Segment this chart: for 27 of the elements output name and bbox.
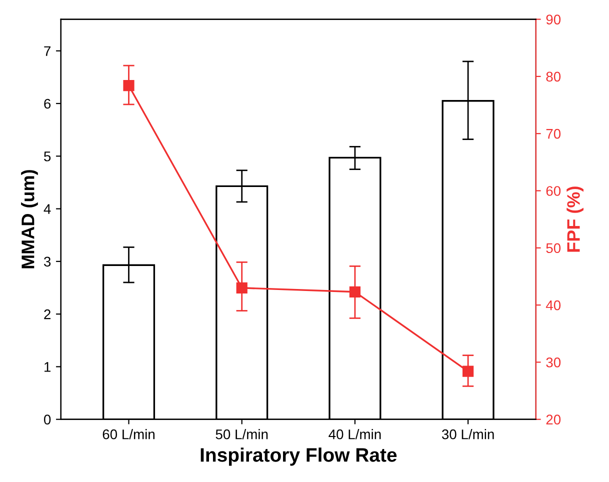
point [236,282,248,294]
y-tick-label: 6 [44,98,51,109]
x-tick-label: 40 L/min [328,429,381,440]
y2-tick-label: 30 [546,358,561,368]
y-tick-label: 2 [44,309,50,320]
y2-axis-title: FPF (%) [566,186,584,252]
y-tick-label: 0 [44,414,51,425]
y-tick-label: 3 [44,256,51,267]
y2-tick-label: 50 [546,243,561,254]
y-tick-label: 5 [44,152,51,162]
x-tick-label: 50 L/min [216,429,268,440]
point [462,366,474,377]
y-tick-label: 4 [44,204,51,214]
y2-tick-label: 40 [546,300,561,310]
y-tick-label: 1 [44,362,50,372]
y-tick-label: 7 [44,46,50,56]
y2-tick-label: 20 [546,414,561,425]
y2-tick-label: 90 [546,14,561,24]
x-tick-label: 30 L/min [442,429,494,440]
y-axis-title: MMAD (um) [21,170,38,268]
y2-tick-label: 70 [546,128,561,139]
x-axis-title: Inspiratory Flow Rate [200,448,397,466]
y2-tick-label: 60 [546,186,561,196]
y2-tick-label: 80 [546,72,561,82]
point [349,286,361,298]
point [123,80,134,92]
x-tick-label: 60 L/min [102,429,154,440]
